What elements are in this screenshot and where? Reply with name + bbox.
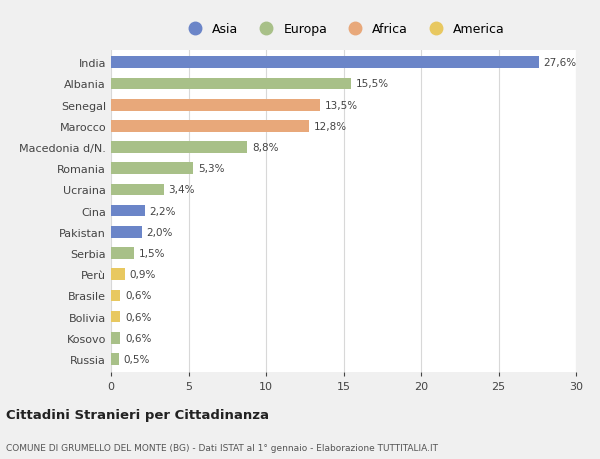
- Bar: [111, 57, 539, 69]
- Bar: [111, 184, 164, 196]
- Bar: [111, 247, 134, 259]
- Text: 0,9%: 0,9%: [130, 269, 156, 280]
- Text: 3,4%: 3,4%: [169, 185, 195, 195]
- Text: 15,5%: 15,5%: [356, 79, 389, 90]
- Text: 27,6%: 27,6%: [544, 58, 577, 68]
- Text: 0,6%: 0,6%: [125, 312, 151, 322]
- Text: 12,8%: 12,8%: [314, 122, 347, 132]
- Bar: [111, 142, 247, 154]
- Text: 2,2%: 2,2%: [150, 206, 176, 216]
- Bar: [111, 311, 120, 323]
- Text: 13,5%: 13,5%: [325, 101, 358, 111]
- Text: 0,6%: 0,6%: [125, 291, 151, 301]
- Text: 5,3%: 5,3%: [198, 164, 224, 174]
- Bar: [111, 353, 119, 365]
- Text: 2,0%: 2,0%: [146, 227, 173, 237]
- Text: Cittadini Stranieri per Cittadinanza: Cittadini Stranieri per Cittadinanza: [6, 408, 269, 421]
- Bar: [111, 290, 120, 302]
- Bar: [111, 163, 193, 175]
- Bar: [111, 78, 351, 90]
- Bar: [111, 100, 320, 111]
- Text: 0,6%: 0,6%: [125, 333, 151, 343]
- Bar: [111, 226, 142, 238]
- Bar: [111, 332, 120, 344]
- Bar: [111, 205, 145, 217]
- Text: 0,5%: 0,5%: [124, 354, 150, 364]
- Legend: Asia, Europa, Africa, America: Asia, Europa, Africa, America: [177, 18, 510, 41]
- Bar: [111, 121, 310, 132]
- Text: COMUNE DI GRUMELLO DEL MONTE (BG) - Dati ISTAT al 1° gennaio - Elaborazione TUTT: COMUNE DI GRUMELLO DEL MONTE (BG) - Dati…: [6, 443, 438, 452]
- Text: 1,5%: 1,5%: [139, 248, 166, 258]
- Bar: [111, 269, 125, 280]
- Text: 8,8%: 8,8%: [252, 143, 278, 153]
